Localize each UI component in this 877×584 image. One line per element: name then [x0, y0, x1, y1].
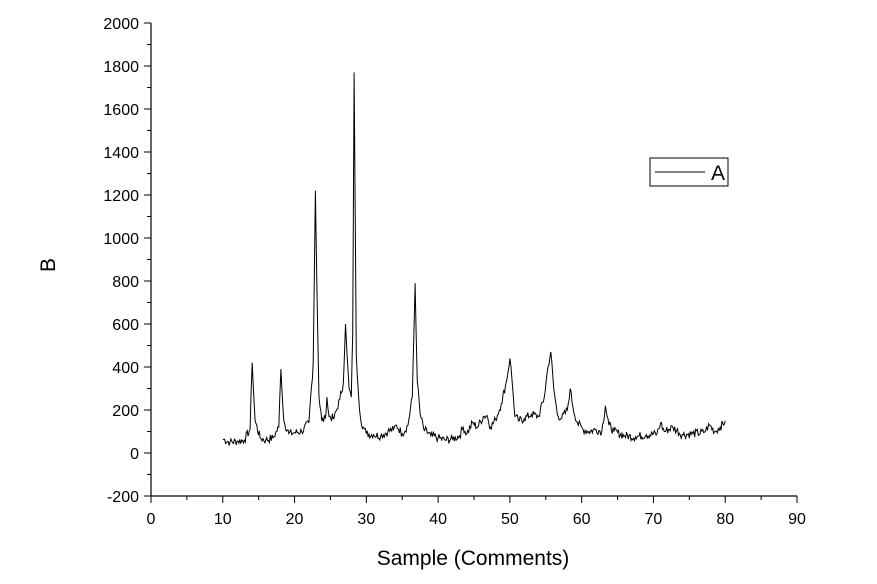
- legend-label: A: [711, 162, 725, 185]
- y-tick-label: 1600: [103, 102, 139, 119]
- x-tick-label: 10: [214, 511, 232, 528]
- y-tick-label: 400: [112, 360, 139, 377]
- x-tick-label: 60: [573, 511, 591, 528]
- x-tick-label: 30: [357, 511, 375, 528]
- y-tick-label: -200: [107, 489, 139, 506]
- x-tick-label: 70: [645, 511, 663, 528]
- series-line-A: [222, 72, 726, 446]
- tick-labels: 0 10 20 30 40 50 60 70 80 90 -200 0 200 400 600 800 1000…: [103, 16, 806, 528]
- plot-area: [222, 72, 726, 446]
- y-tick-label: 600: [112, 317, 139, 334]
- x-tick-label: 90: [788, 511, 806, 528]
- x-tick-label: 80: [716, 511, 734, 528]
- x-tick-label: 40: [429, 511, 447, 528]
- legend: A: [649, 157, 729, 187]
- x-tick-label: 0: [147, 511, 156, 528]
- x-axis-title: Sample (Comments): [377, 547, 570, 570]
- y-tick-label: 1000: [103, 231, 139, 248]
- y-axis-title: B: [37, 258, 60, 272]
- y-tick-label: 2000: [103, 16, 139, 33]
- tick-marks: [144, 22, 798, 503]
- y-tick-label: 800: [112, 274, 139, 291]
- x-tick-label: 20: [286, 511, 304, 528]
- y-tick-label: 1200: [103, 188, 139, 205]
- y-tick-label: 0: [130, 446, 139, 463]
- y-tick-label: 200: [112, 403, 139, 420]
- y-tick-label: 1800: [103, 59, 139, 76]
- y-tick-label: 1400: [103, 145, 139, 162]
- x-tick-label: 50: [501, 511, 519, 528]
